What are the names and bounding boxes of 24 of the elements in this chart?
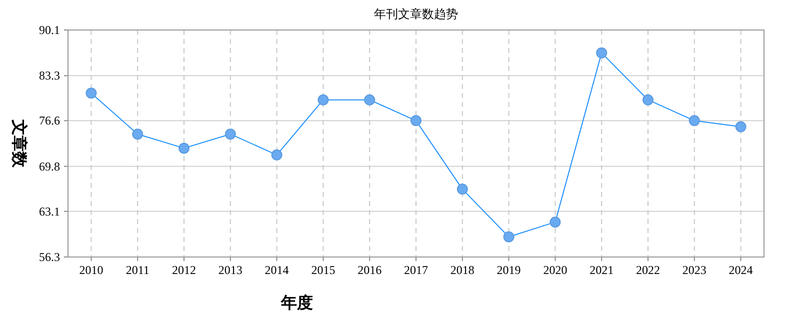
x-tick-label: 2013 [218, 263, 242, 277]
x-tick-label: 2023 [682, 263, 706, 277]
y-tick-label: 56.3 [39, 250, 60, 264]
x-tick-label: 2018 [450, 263, 474, 277]
x-axis-title: 年度 [280, 293, 313, 312]
x-tick-label: 2012 [172, 263, 196, 277]
x-tick-label: 2017 [404, 263, 428, 277]
x-tick-label: 2010 [79, 263, 104, 277]
x-tick-label: 2016 [358, 263, 382, 277]
x-tick-label: 2020 [543, 263, 568, 277]
x-tick-label: 2019 [496, 263, 521, 277]
x-tick-label: 2021 [590, 263, 614, 277]
y-tick-label: 76.6 [39, 114, 60, 128]
y-axis-title: 文章数 [10, 118, 28, 168]
x-tick-label: 2011 [126, 263, 150, 277]
y-tick-label: 69.8 [39, 159, 60, 174]
y-tick-label: 63.1 [39, 204, 60, 218]
x-tick-label: 2015 [311, 263, 336, 277]
x-tick-label: 2022 [636, 263, 660, 277]
x-tick-label: 2014 [264, 263, 289, 277]
y-tick-label: 83.3 [39, 68, 60, 83]
y-tick-label: 90.1 [39, 23, 60, 37]
x-tick-label: 2024 [728, 263, 753, 277]
chart-title: 年刊文章数趋势 [374, 7, 458, 21]
